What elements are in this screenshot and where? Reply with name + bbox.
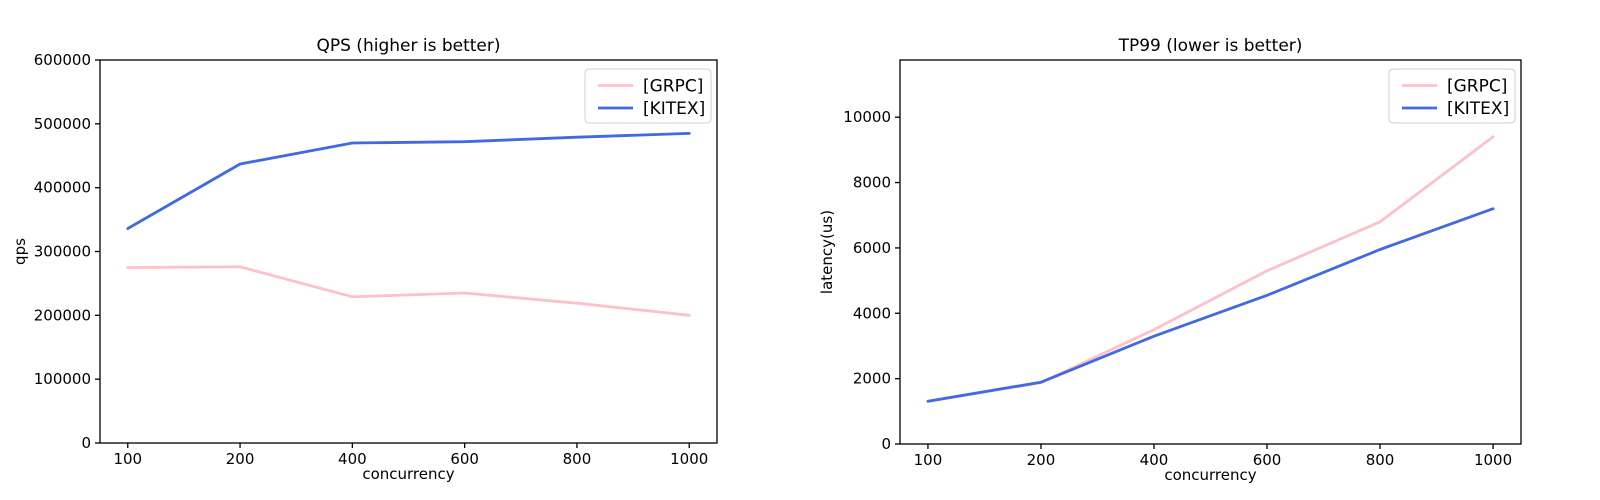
y-tick-label: 100000 [34, 370, 91, 388]
x-tick-label: 100 [914, 451, 943, 469]
y-tick-label: 200000 [34, 306, 91, 324]
legend-entry-label: [GRPC] [643, 77, 703, 97]
legend-box [1388, 68, 1516, 124]
y-tick-label: 6000 [853, 239, 891, 257]
x-tick-label: 100 [113, 450, 142, 468]
tp99-yaxis-label: latency(us) [818, 210, 836, 294]
qps-series-layer [126, 131, 691, 317]
x-tick-label: 400 [1140, 451, 1169, 469]
qps-xaxis-label: concurrency [362, 465, 454, 483]
y-tick-label: 500000 [34, 115, 91, 133]
y-tick-label: 400000 [34, 179, 91, 197]
series-line-kitex [926, 207, 1495, 403]
x-tick-label: 200 [226, 450, 255, 468]
y-tick-label: 10000 [843, 108, 891, 126]
qps-axes-layer: 100 200 400 600 800 1000 0 100000 200000 300000 40… [34, 51, 718, 468]
legend-entry-label: [GRPC] [1447, 77, 1507, 97]
y-tick-label: 600000 [34, 51, 91, 69]
tp99-series-layer [926, 135, 1495, 403]
series-line-kitex [126, 131, 691, 230]
series-line-grpc [126, 265, 691, 317]
legend-entry-label: [KITEX] [1447, 99, 1509, 119]
tp99-xaxis-label: concurrency [1164, 466, 1256, 484]
qps-chart: 100 200 400 600 800 1000 0 100000 200000 300000 40… [11, 36, 718, 483]
qps-chart-svg: 100 200 400 600 800 1000 0 100000 200000 300000 40… [11, 36, 718, 483]
legend-entry-label: [KITEX] [643, 99, 705, 119]
x-tick-label: 800 [563, 450, 592, 468]
y-tick-label: 8000 [853, 174, 891, 192]
x-tick-label: 1000 [670, 450, 708, 468]
tp99-legend: [GRPC][KITEX] [1388, 68, 1516, 124]
legend-box [584, 68, 712, 124]
tp99-chart: 100 200 400 600 800 1000 0 2000 4000 6000 8000 1000… [800, 0, 1600, 500]
x-tick-label: 600 [450, 450, 479, 468]
tp99-axes-layer: 100 200 400 600 800 1000020004000600080001000… [843, 59, 1522, 469]
x-tick-label: 600 [1253, 451, 1282, 469]
tp99-chart-svg: 100 200 400 600 800 1000020004000600080001000… [818, 36, 1522, 484]
y-tick-label: 0 [81, 434, 91, 452]
series-line-grpc [926, 135, 1495, 403]
qps-yaxis-label: qps [11, 238, 29, 265]
qps-legend: [GRPC][KITEX] [584, 68, 712, 124]
x-tick-label: 200 [1027, 451, 1056, 469]
y-tick-label: 0 [881, 435, 891, 453]
x-tick-label: 400 [338, 450, 367, 468]
y-tick-label: 300000 [34, 243, 91, 261]
y-tick-label: 2000 [853, 370, 891, 388]
tp99-chart-title: TP99 (lower is better) [1118, 36, 1303, 56]
qps-chart-title: QPS (higher is better) [316, 36, 500, 56]
axes-spines [899, 59, 1522, 445]
y-tick-label: 4000 [853, 304, 891, 322]
x-tick-label: 1000 [1474, 451, 1512, 469]
x-tick-label: 800 [1366, 451, 1395, 469]
